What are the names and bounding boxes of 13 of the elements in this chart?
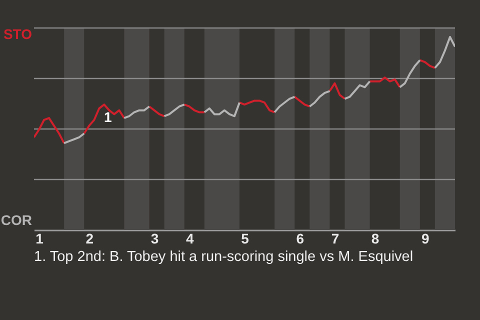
annotation: 1 bbox=[104, 109, 112, 125]
x-tick-label: 8 bbox=[371, 230, 380, 246]
x-tick-label: 7 bbox=[331, 230, 340, 246]
x-tick-label: 5 bbox=[241, 230, 250, 246]
x-tick-label: 1 bbox=[36, 230, 44, 246]
x-tick-label: 9 bbox=[422, 230, 430, 246]
x-tick-label: 3 bbox=[150, 230, 159, 246]
text: STO bbox=[3, 26, 32, 42]
text: 1. Top 2nd: B. Tobey hit a run-scoring single vs M. Esquivel bbox=[34, 249, 414, 265]
x-tick-label: 6 bbox=[296, 230, 304, 246]
x-tick-label: 4 bbox=[186, 230, 194, 246]
x-tick-label: 2 bbox=[86, 230, 94, 246]
text: COR bbox=[0, 212, 32, 228]
